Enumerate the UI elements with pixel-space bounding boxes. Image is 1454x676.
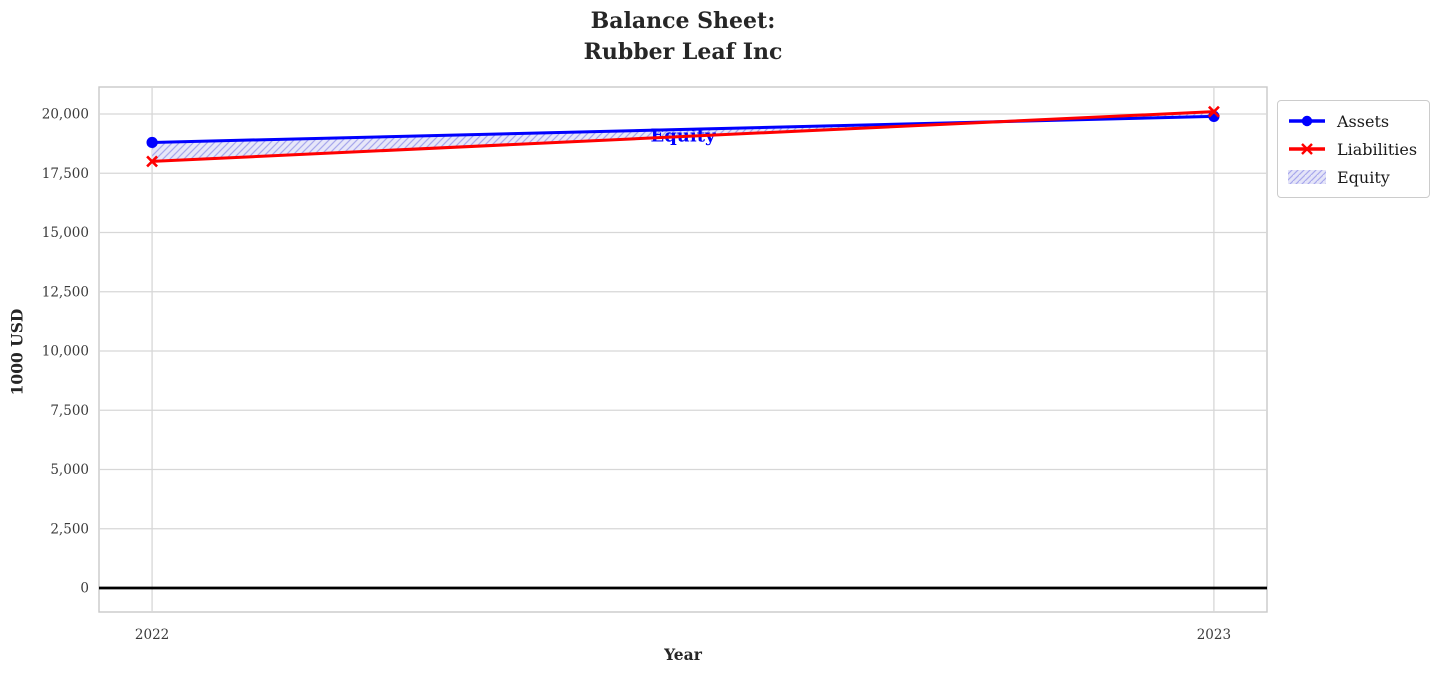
y-tick-label: 12,500 — [42, 284, 89, 300]
legend-item-assets: Assets — [1287, 109, 1417, 133]
chart-title: Balance Sheet: Rubber Leaf Inc — [583, 8, 783, 65]
marker-x — [1207, 105, 1220, 118]
y-tick-label: 10,000 — [42, 344, 89, 360]
y-tick-label: 0 — [80, 581, 89, 597]
y-tick-label: 17,500 — [42, 166, 89, 182]
legend-label-equity: Equity — [1337, 167, 1390, 187]
y-tick-label: 7,500 — [50, 403, 89, 419]
legend: Assets Liabilities Equity — [1277, 100, 1431, 198]
marker-x — [146, 155, 159, 168]
plot-border — [98, 86, 1268, 613]
y-tick-label: 20,000 — [42, 107, 89, 123]
liabilities-line-icon — [1289, 143, 1325, 155]
y-tick-label: 15,000 — [42, 225, 89, 241]
assets-line-icon — [1289, 115, 1325, 127]
legend-item-liabilities: Liabilities — [1287, 137, 1417, 161]
legend-label-assets: Assets — [1337, 111, 1390, 131]
x-axis-label: Year — [664, 645, 702, 664]
marker-circle — [146, 136, 158, 149]
equity-patch-icon — [1288, 170, 1326, 184]
x-tick-label: 2023 — [1197, 627, 1231, 643]
legend-item-equity: Equity — [1287, 165, 1417, 189]
y-tick-label: 2,500 — [50, 521, 89, 537]
series-line-liabilities — [152, 110, 1214, 163]
x-tick-label: 2022 — [135, 627, 169, 643]
legend-label-liabilities: Liabilities — [1337, 139, 1418, 159]
y-tick-label: 5,000 — [50, 462, 89, 478]
